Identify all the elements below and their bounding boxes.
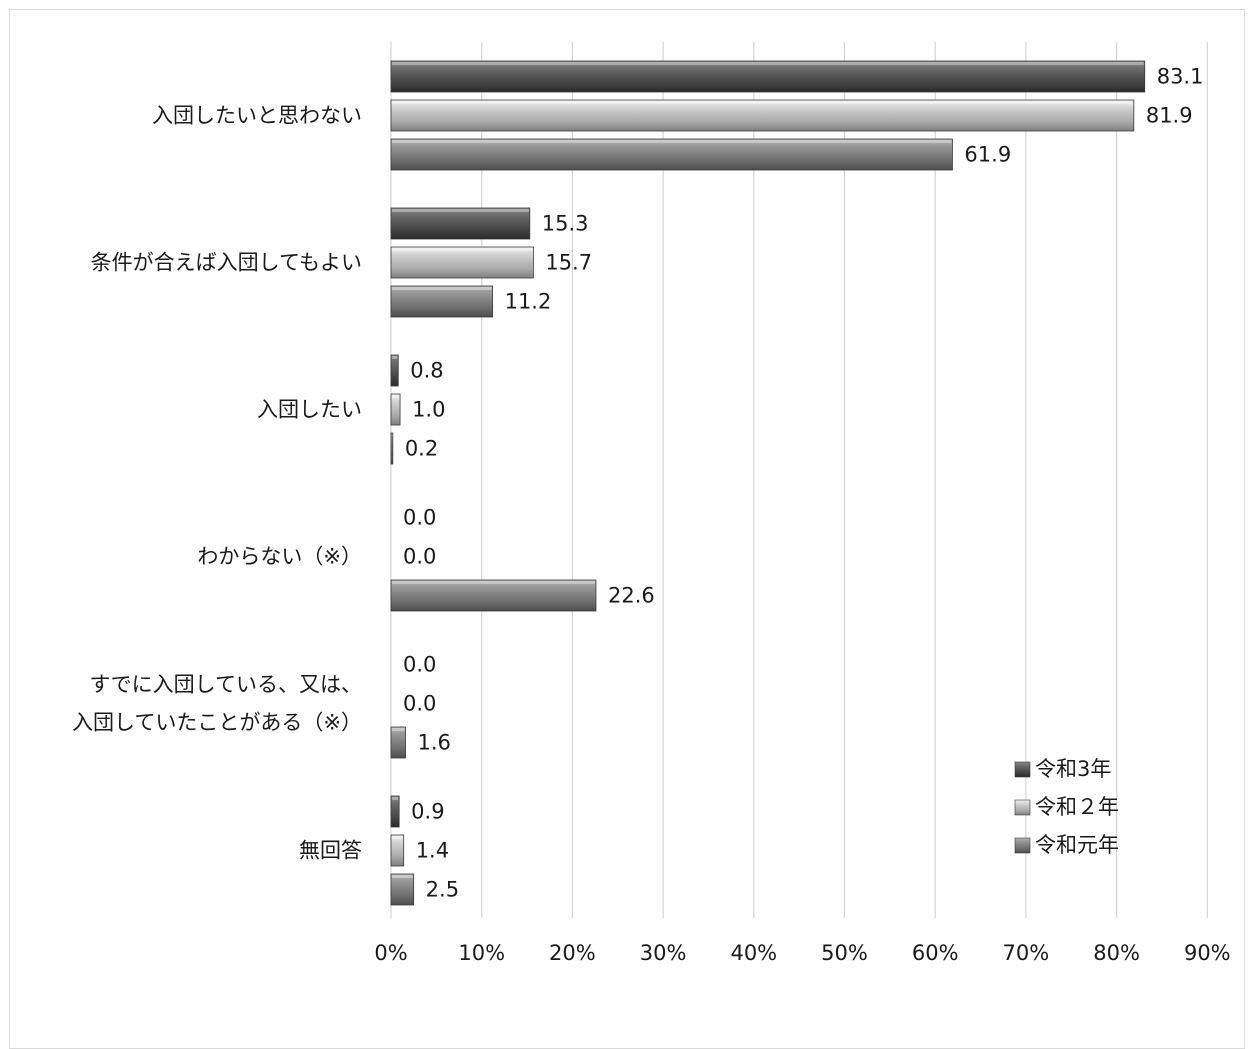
gridlines bbox=[390, 42, 1208, 918]
value-label: 81.9 bbox=[1146, 104, 1193, 128]
legend-swatch bbox=[1014, 799, 1031, 816]
value-label: 1.4 bbox=[416, 839, 449, 863]
bar bbox=[390, 207, 531, 240]
bar bbox=[390, 138, 953, 171]
x-axis-tick-labels: 0% 10% 20% 30% 40% 50% 60% 70% 80% 90% bbox=[374, 941, 1230, 965]
value-label: 0.0 bbox=[403, 692, 436, 716]
value-label: 2.5 bbox=[426, 878, 459, 902]
x-tick-label: 20% bbox=[549, 941, 596, 965]
category-label: 入団したい bbox=[257, 398, 362, 422]
bar bbox=[390, 873, 415, 906]
legend-swatch bbox=[1014, 761, 1031, 778]
category-label: 入団していたことがある（※） bbox=[72, 711, 362, 735]
bar bbox=[390, 432, 394, 465]
bar-highlight bbox=[392, 728, 405, 731]
value-label: 0.0 bbox=[403, 653, 436, 677]
value-label: 0.0 bbox=[403, 506, 436, 530]
bar-highlight bbox=[392, 434, 393, 437]
value-labels: 83.1 81.9 61.9 15.3 15.7 11.2 0.8 1.0 0.2 0.0 0.0 2… bbox=[403, 65, 1203, 902]
value-label: 1.6 bbox=[418, 731, 451, 755]
bar bbox=[390, 285, 493, 318]
legend-label: 令和元年 bbox=[1035, 833, 1119, 857]
bar bbox=[390, 579, 597, 612]
x-tick-label: 70% bbox=[1003, 941, 1050, 965]
bar bbox=[390, 726, 406, 759]
value-label: 0.2 bbox=[405, 437, 438, 461]
x-tick-label: 80% bbox=[1093, 941, 1140, 965]
value-label: 0.0 bbox=[403, 545, 436, 569]
bar-chart: 83.1 81.9 61.9 15.3 15.7 11.2 0.8 1.0 0.2 0.0 0.0 2… bbox=[72, 42, 1231, 965]
x-tick-label: 50% bbox=[821, 941, 868, 965]
category-label: 無回答 bbox=[299, 839, 362, 863]
bar bbox=[390, 354, 399, 387]
value-label: 15.7 bbox=[545, 251, 592, 275]
chart-frame: 83.1 81.9 61.9 15.3 15.7 11.2 0.8 1.0 0.2 0.0 0.0 2… bbox=[9, 9, 1245, 1049]
x-tick-label: 0% bbox=[374, 941, 407, 965]
bar-highlight bbox=[392, 875, 413, 878]
bar bbox=[390, 393, 401, 426]
value-label: 15.3 bbox=[542, 212, 589, 236]
bar bbox=[390, 795, 400, 828]
bar-highlight bbox=[392, 395, 400, 398]
x-tick-label: 10% bbox=[458, 941, 505, 965]
bar bbox=[390, 834, 405, 867]
bar-highlight bbox=[392, 797, 399, 800]
value-label: 83.1 bbox=[1157, 65, 1204, 89]
bar-highlight bbox=[392, 581, 595, 584]
category-label: 入団したいと思わない bbox=[152, 104, 362, 128]
bars bbox=[390, 60, 1146, 906]
bar-highlight bbox=[392, 836, 403, 839]
x-tick-label: 60% bbox=[912, 941, 959, 965]
category-label: すでに入団している、又は、 bbox=[89, 673, 362, 697]
value-label: 0.8 bbox=[410, 359, 443, 383]
x-tick-label: 40% bbox=[730, 941, 777, 965]
legend-label: 令和２年 bbox=[1035, 795, 1119, 819]
category-label: 条件が合えば入団してもよい bbox=[91, 251, 362, 275]
bar-highlight bbox=[392, 248, 533, 251]
bar bbox=[390, 99, 1135, 132]
bar-highlight bbox=[392, 356, 398, 359]
bar-highlight bbox=[392, 209, 529, 212]
legend-label: 令和3年 bbox=[1035, 757, 1111, 781]
bar bbox=[390, 60, 1146, 93]
x-tick-label: 30% bbox=[640, 941, 687, 965]
value-label: 0.9 bbox=[411, 800, 444, 824]
bar-highlight bbox=[392, 101, 1133, 104]
bar bbox=[390, 246, 534, 279]
value-label: 11.2 bbox=[505, 290, 552, 314]
category-label: わからない（※） bbox=[197, 545, 362, 569]
bar-highlight bbox=[392, 140, 952, 143]
value-label: 61.9 bbox=[964, 143, 1011, 167]
value-label: 1.0 bbox=[412, 398, 445, 422]
bar-highlight bbox=[392, 62, 1144, 65]
bar-highlight bbox=[392, 287, 492, 290]
value-label: 22.6 bbox=[608, 584, 655, 608]
x-tick-label: 90% bbox=[1184, 941, 1231, 965]
legend-swatch bbox=[1014, 837, 1031, 854]
